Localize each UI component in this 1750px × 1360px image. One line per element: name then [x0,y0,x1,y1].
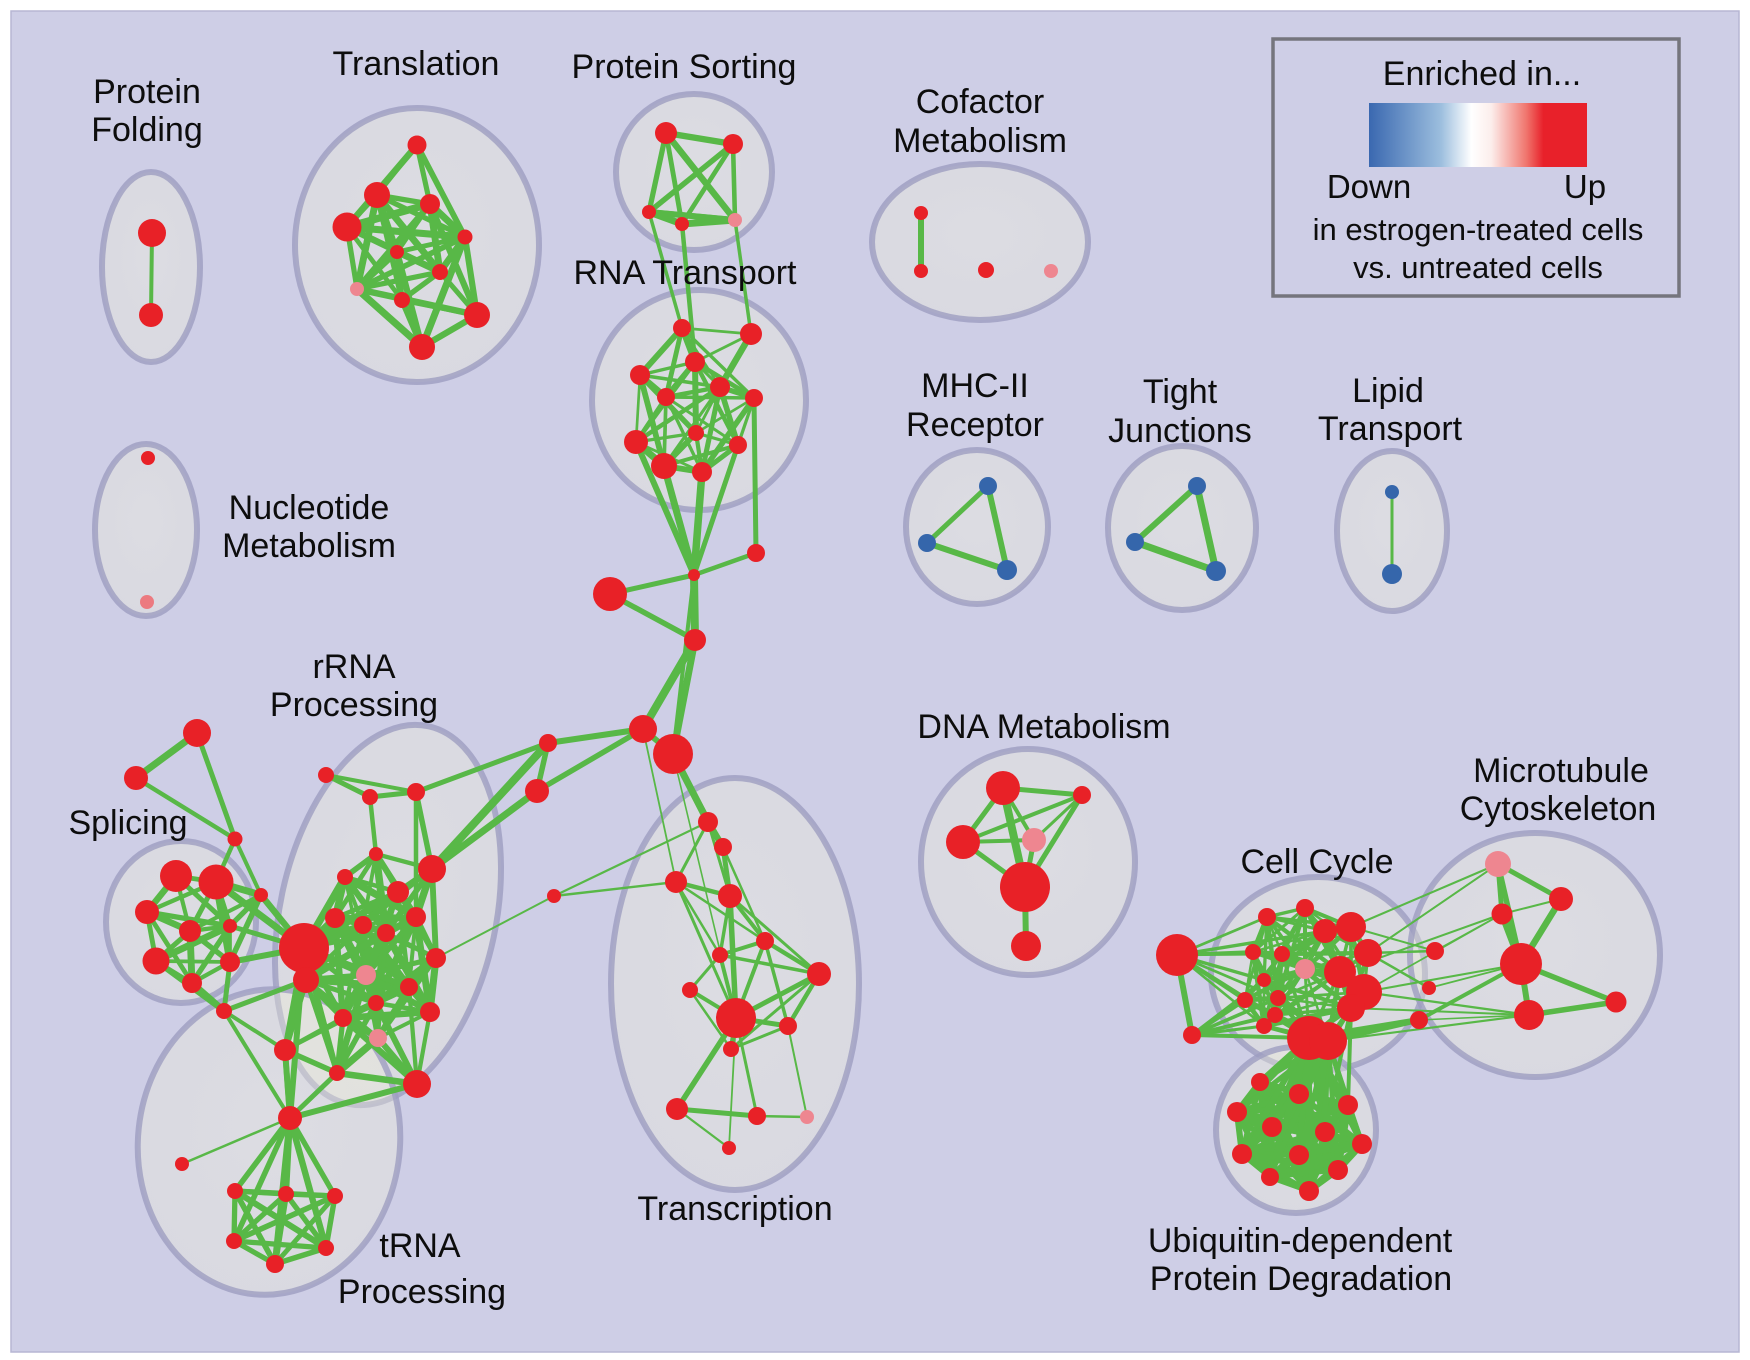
svg-text:Receptor: Receptor [906,406,1044,444]
svg-text:RNA Transport: RNA Transport [574,254,798,292]
svg-text:Metabolism: Metabolism [222,527,396,565]
svg-text:Transcription: Transcription [637,1190,832,1228]
svg-text:Nucleotide: Nucleotide [229,489,390,527]
svg-text:Transport: Transport [1318,410,1463,448]
svg-text:Processing: Processing [270,686,438,724]
svg-text:Translation: Translation [333,45,500,83]
svg-text:in estrogen-treated cells: in estrogen-treated cells [1313,212,1644,247]
svg-text:tRNA: tRNA [379,1227,461,1265]
svg-text:Junctions: Junctions [1108,412,1252,450]
svg-text:Lipid: Lipid [1352,372,1424,410]
svg-text:Down: Down [1327,168,1411,205]
svg-text:Processing: Processing [338,1273,506,1311]
svg-text:rRNA: rRNA [312,648,395,686]
svg-text:Tight: Tight [1143,373,1218,411]
svg-text:Splicing: Splicing [68,804,187,842]
svg-text:Cytoskeleton: Cytoskeleton [1460,790,1657,828]
svg-text:Cofactor: Cofactor [916,83,1045,121]
svg-text:vs. untreated cells: vs. untreated cells [1353,250,1603,285]
svg-text:Microtubule: Microtubule [1473,752,1649,790]
svg-text:Protein Degradation: Protein Degradation [1150,1260,1452,1298]
svg-text:Metabolism: Metabolism [893,122,1067,160]
svg-text:Enriched in...: Enriched in... [1383,55,1581,93]
svg-text:Up: Up [1564,168,1606,205]
svg-text:Cell Cycle: Cell Cycle [1240,843,1393,881]
svg-text:Protein Sorting: Protein Sorting [572,48,797,86]
svg-text:MHC-II: MHC-II [921,367,1029,405]
svg-text:Ubiquitin-dependent: Ubiquitin-dependent [1148,1222,1453,1260]
svg-text:DNA Metabolism: DNA Metabolism [917,708,1170,746]
svg-text:Folding: Folding [91,111,203,149]
svg-text:Protein: Protein [93,73,201,111]
